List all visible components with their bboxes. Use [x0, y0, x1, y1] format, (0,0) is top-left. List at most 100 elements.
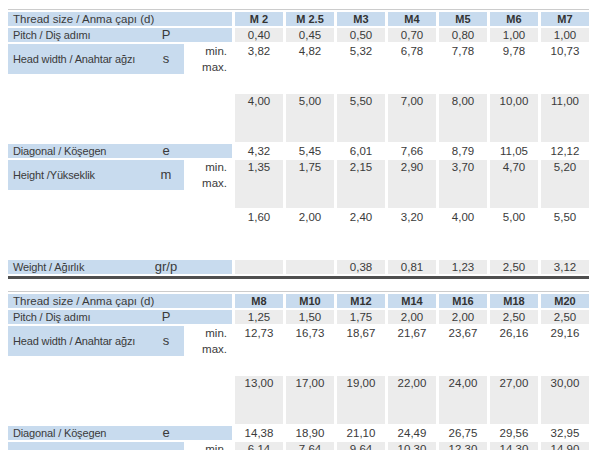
value-cell-stack: 14,3015,00	[490, 442, 538, 450]
value-cell: 2,50	[490, 260, 538, 274]
table-row: Weight / Ağırlıkgr/p0,380,811,232,503,12	[8, 260, 589, 274]
minmax-label: max.	[186, 342, 232, 356]
value-cell: 10,00	[490, 94, 538, 142]
value-cell: 6,01	[337, 144, 385, 158]
value-cell: 12,30	[439, 442, 487, 450]
value-cell: 7,78	[439, 44, 487, 92]
row-label: Head width / Anahtar ağzı	[8, 334, 148, 348]
value-cell: 0,40	[235, 28, 283, 42]
minmax-label: max.	[186, 60, 232, 74]
row-label-block: Head width / Anahtar ağzıs	[8, 44, 184, 74]
value-cell: 1,50	[286, 310, 334, 324]
value-cell: 3,20	[388, 210, 436, 258]
table-row: Head width / Anahtar ağzısmin.max.12,731…	[8, 326, 589, 424]
value-cell: 0,81	[388, 260, 436, 274]
minmax-label: min.	[186, 160, 232, 174]
value-cell-stack: 1,351,60	[235, 160, 283, 258]
value-cell-stack: 1,752,00	[286, 160, 334, 258]
thread-size-header: Thread size / Anma çapı (d)	[8, 12, 232, 26]
size-column-header: M12	[337, 294, 385, 308]
value-cell: 32,95	[541, 426, 589, 440]
value-cell-stack: 5,205,50	[541, 160, 589, 258]
value-cell: 16,73	[286, 326, 334, 374]
row-left-area: Diagonal / Köşegene	[8, 426, 232, 440]
value-cell: 2,40	[337, 210, 385, 258]
value-cell: 14,30	[490, 442, 538, 450]
value-cell: 1,25	[235, 310, 283, 324]
value-cell-stack: 6,787,00	[388, 44, 436, 142]
value-cell: 12,12	[541, 144, 589, 158]
row-label: Pitch / Diş adımı	[8, 28, 148, 42]
value-cell: 8,00	[439, 94, 487, 142]
size-column-header: M20	[541, 294, 589, 308]
value-cell: 1,75	[286, 160, 334, 208]
dimension-symbol: e	[148, 426, 184, 440]
value-cell: 17,00	[286, 376, 334, 424]
value-cell: 1,60	[235, 210, 283, 258]
table-header-row: Thread size / Anma çapı (d)M 2M 2.5M3M4M…	[8, 12, 589, 26]
value-cell-stack: 6,146,50	[235, 442, 283, 450]
row-label-block: Diagonal / Köşegene	[8, 144, 232, 158]
value-cell: 4,00	[439, 210, 487, 258]
value-cell-stack: 2,152,40	[337, 160, 385, 258]
row-label: Head width / Anahtar ağzı	[8, 52, 148, 66]
value-cell: 5,45	[286, 144, 334, 158]
minmax-label: min.	[186, 326, 232, 340]
row-left-area: Height /Yükseklikmmin. max.	[8, 160, 232, 258]
minmax-label: max.	[186, 176, 232, 190]
value-cell: 2,50	[541, 310, 589, 324]
row-left-area: Head width / Anahtar ağzısmin.max.	[8, 326, 232, 424]
value-cell: 22,00	[388, 376, 436, 424]
row-label-block: Height /Yükseklikm	[8, 442, 184, 450]
value-cell-stack: 3,704,00	[439, 160, 487, 258]
value-cell: 2,15	[337, 160, 385, 208]
row-label-block: Pitch / Diş adımıP	[8, 310, 232, 324]
value-cell: 12,73	[235, 326, 283, 374]
value-cell-stack: 2,903,20	[388, 160, 436, 258]
size-column-header: M7	[541, 12, 589, 26]
value-cell: 5,32	[337, 44, 385, 92]
minmax-column: min.max.	[186, 44, 232, 142]
value-cell: 24,49	[388, 426, 436, 440]
table-row: Head width / Anahtar ağzısmin.max.3,824,…	[8, 44, 589, 142]
value-cell-stack: 12,3013,00	[439, 442, 487, 450]
value-cell: 0,50	[337, 28, 385, 42]
value-cell-stack: 21,6722,00	[388, 326, 436, 424]
table-row: Pitch / Diş adımıP0,400,450,500,700,801,…	[8, 28, 589, 42]
row-left-area: Pitch / Diş adımıP	[8, 310, 232, 324]
size-column-header: M6	[490, 12, 538, 26]
value-cell: 21,10	[337, 426, 385, 440]
value-cell: 1,35	[235, 160, 283, 208]
value-cell: 4,00	[235, 94, 283, 142]
value-cell: 1,75	[337, 310, 385, 324]
value-cell: 4,82	[286, 44, 334, 92]
value-cell: 6,78	[388, 44, 436, 92]
value-cell-stack: 12,7313,00	[235, 326, 283, 424]
value-cell: 7,64	[286, 442, 334, 450]
size-column-header: M18	[490, 294, 538, 308]
row-label: Diagonal / Köşegen	[8, 426, 148, 440]
value-cell: 3,12	[541, 260, 589, 274]
value-cell: 10,30	[388, 442, 436, 450]
row-left-area: Pitch / Diş adımıP	[8, 28, 232, 42]
value-cell-stack: 4,705,00	[490, 160, 538, 258]
value-cell: 23,67	[439, 326, 487, 374]
value-cell: 7,00	[388, 94, 436, 142]
size-column-header: M8	[235, 294, 283, 308]
value-cell: 30,00	[541, 376, 589, 424]
row-label-block: Height /Yükseklikm	[8, 160, 184, 190]
spec-table: Thread size / Anma çapı (d)M 2M 2.5M3M4M…	[8, 9, 589, 279]
value-cell: 18,67	[337, 326, 385, 374]
value-cell	[235, 260, 283, 274]
value-cell: 19,00	[337, 376, 385, 424]
row-label-block: Pitch / Diş adımıP	[8, 28, 232, 42]
dimension-symbol: gr/p	[148, 260, 184, 274]
value-cell: 26,75	[439, 426, 487, 440]
value-cell: 13,00	[235, 376, 283, 424]
value-cell: 5,00	[490, 210, 538, 258]
minmax-column: min. max.	[186, 160, 232, 258]
value-cell-stack: 23,6724,00	[439, 326, 487, 424]
value-cell-stack: 7,788,00	[439, 44, 487, 142]
value-cell-stack: 29,1630,00	[541, 326, 589, 424]
spec-table: Thread size / Anma çapı (d)M8M10M12M14M1…	[8, 291, 589, 450]
